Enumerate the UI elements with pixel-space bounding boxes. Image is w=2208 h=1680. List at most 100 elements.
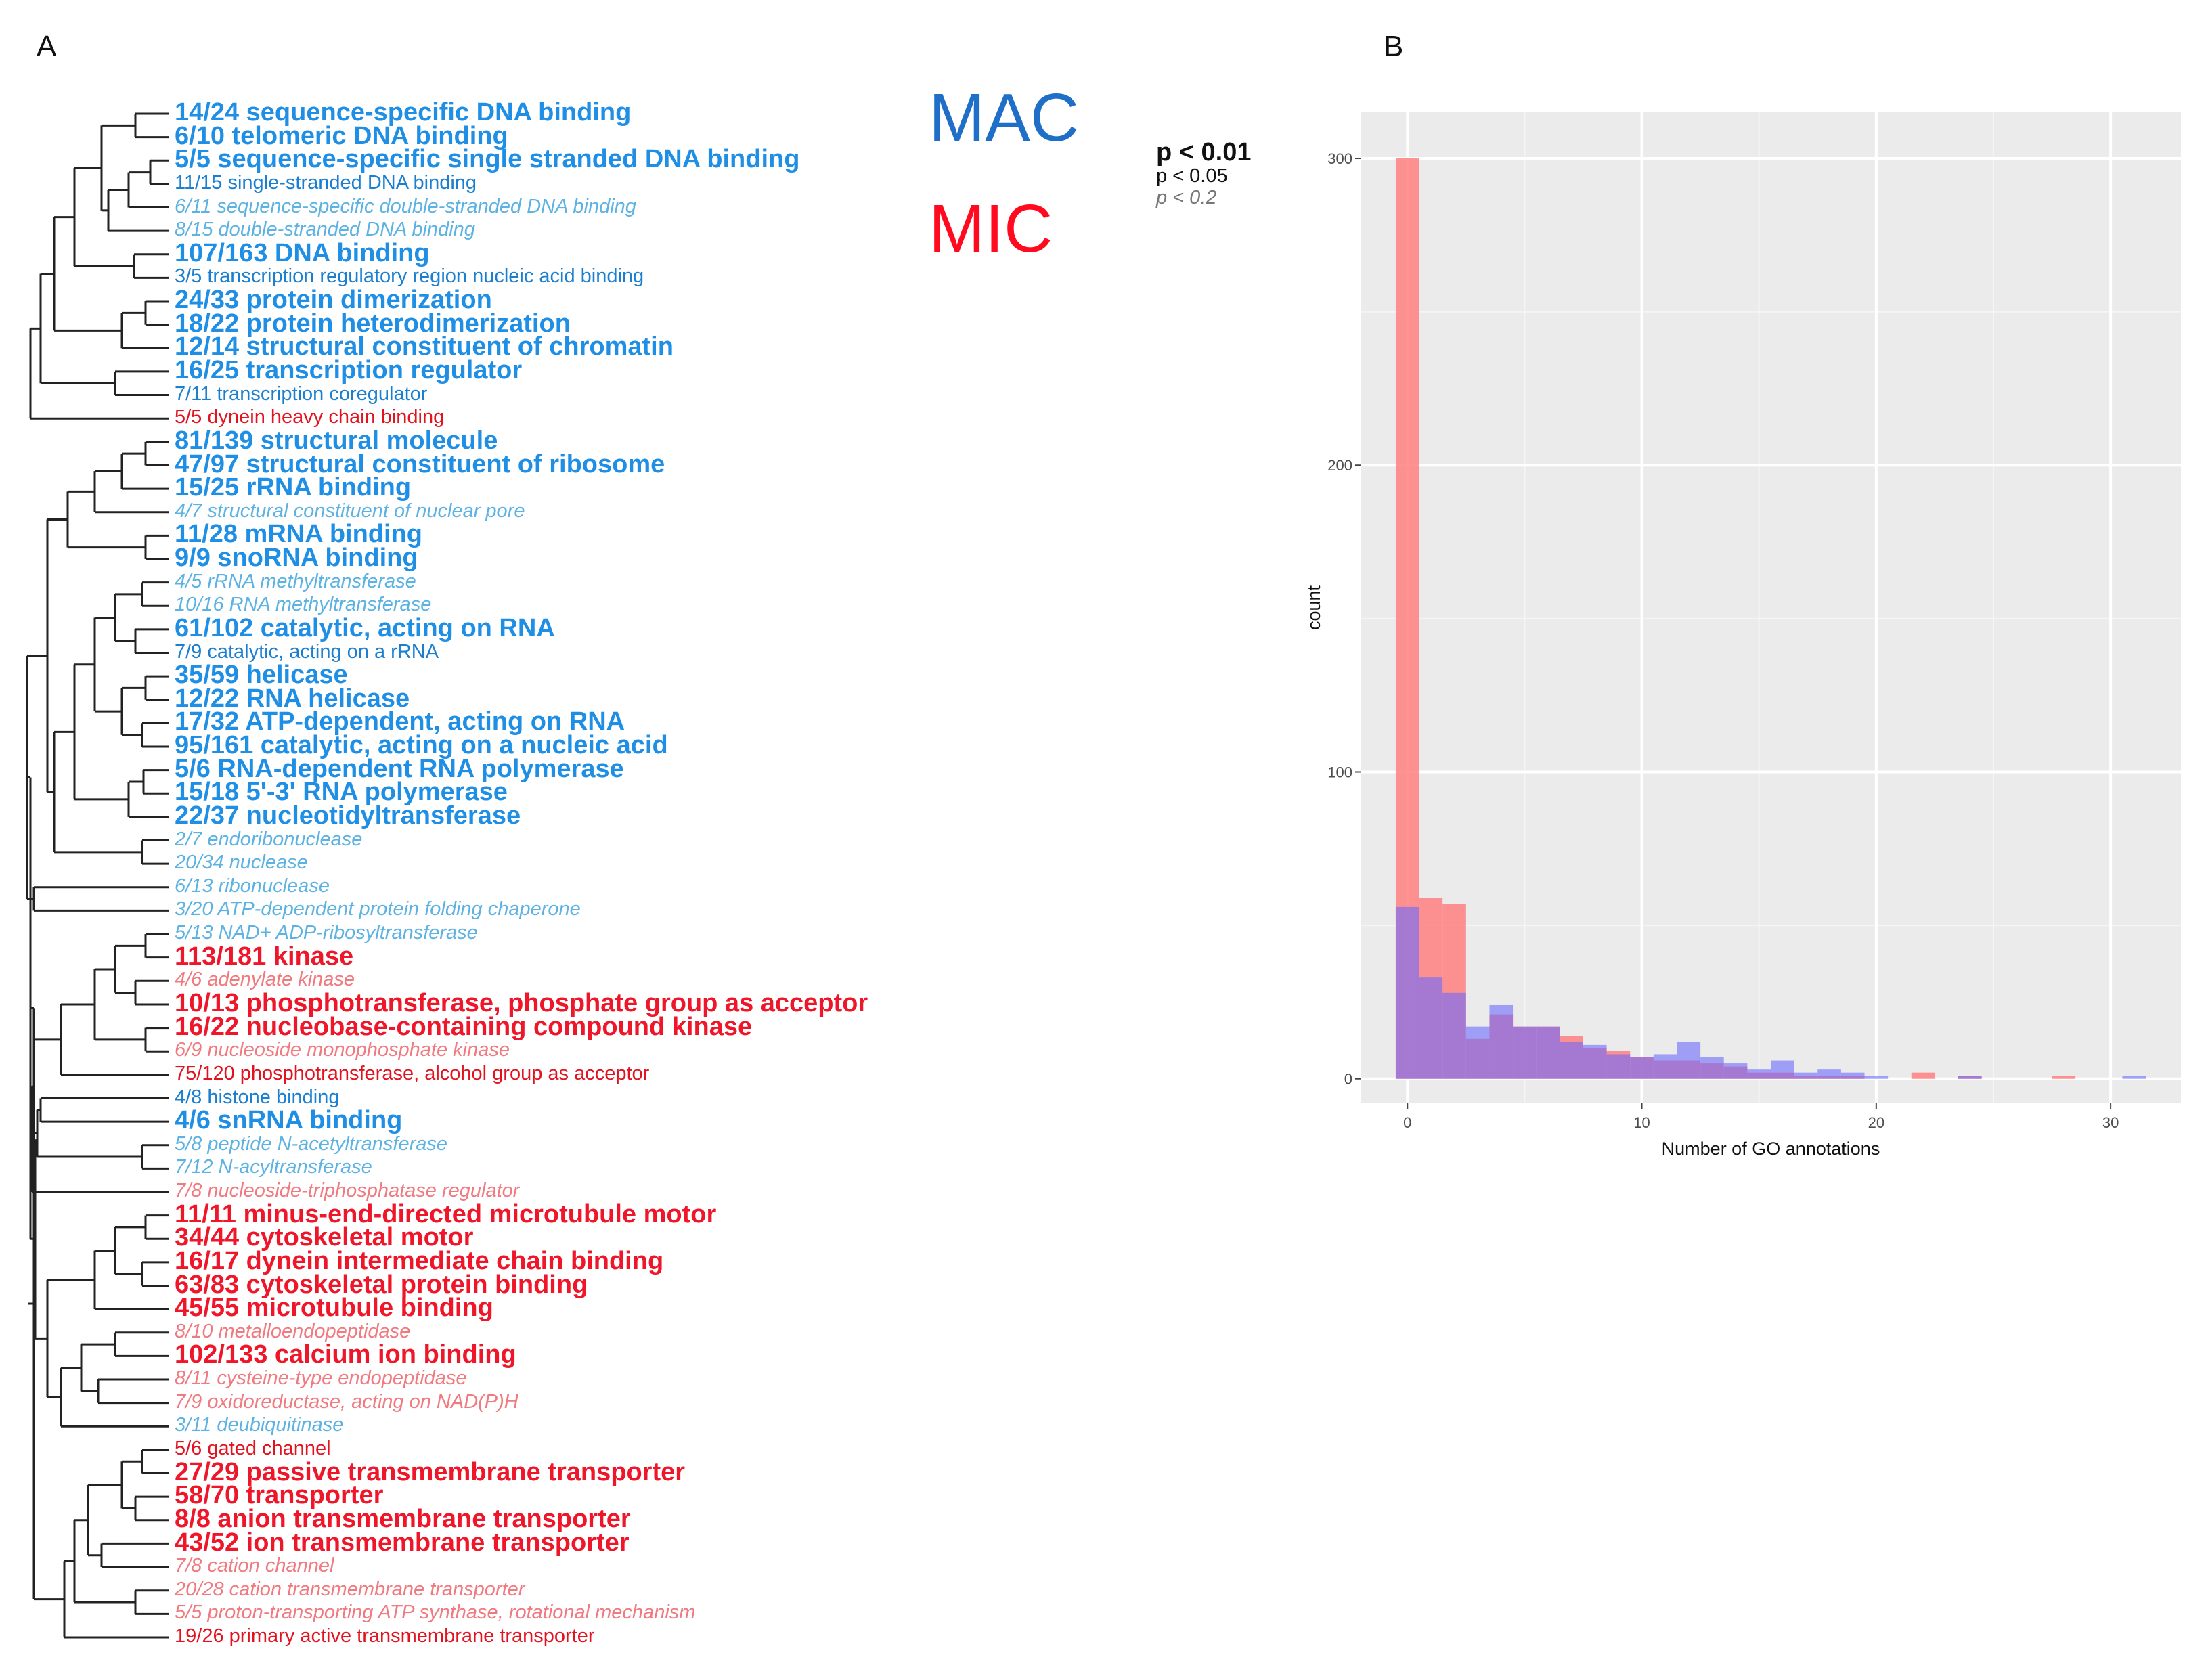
histogram-bar-mac bbox=[2122, 1076, 2146, 1079]
legend-mic: MIC bbox=[929, 191, 1053, 267]
x-tick-label: 20 bbox=[1868, 1114, 1884, 1131]
go-term: 16/22 nucleobase-containing compound kin… bbox=[175, 1012, 753, 1041]
go-term: 3/20 ATP-dependent protein folding chape… bbox=[175, 898, 581, 921]
go-term: 7/9 oxidoreductase, acting on NAD(P)H bbox=[175, 1390, 518, 1413]
go-term: 19/26 primary active transmembrane trans… bbox=[175, 1625, 595, 1647]
go-term: 5/5 sequence-specific single stranded DN… bbox=[175, 145, 800, 174]
go-term: 3/5 transcription regulatory region nucl… bbox=[175, 265, 644, 288]
histogram-bar-mac bbox=[1700, 1057, 1724, 1079]
go-term: 12/22 RNA helicase bbox=[175, 684, 410, 713]
y-axis-label: count bbox=[1304, 585, 1324, 630]
go-term: 16/17 dynein intermediate chain binding bbox=[175, 1246, 664, 1275]
go-term: 20/34 nuclease bbox=[175, 852, 308, 874]
y-tick-label: 0 bbox=[1344, 1071, 1352, 1088]
histogram-bar-mac bbox=[1864, 1076, 1889, 1079]
go-term: 6/13 ribonuclease bbox=[175, 875, 330, 897]
dendrogram bbox=[26, 112, 169, 1639]
go-term: 14/24 sequence-specific DNA binding bbox=[175, 98, 632, 127]
go-term: 15/18 5'-3' RNA polymerase bbox=[175, 778, 508, 807]
histogram-bar-mac bbox=[1560, 1042, 1583, 1079]
go-term: 5/6 RNA-dependent RNA polymerase bbox=[175, 754, 624, 783]
go-term: 45/55 microtubule binding bbox=[175, 1294, 493, 1323]
go-term: 7/8 nucleoside-triphosphatase regulator bbox=[175, 1180, 520, 1202]
histogram-bar-mac bbox=[1606, 1054, 1631, 1079]
legend-p001: p < 0.01 bbox=[1156, 138, 1252, 167]
go-term: 8/10 metalloendopeptidase bbox=[175, 1320, 411, 1342]
go-term: 47/97 structural constituent of ribosome bbox=[175, 449, 665, 479]
go-term: 43/52 ion transmembrane transporter bbox=[175, 1528, 630, 1557]
go-term: 6/9 nucleoside monophosphate kinase bbox=[175, 1039, 510, 1061]
histogram-bar-mac bbox=[1653, 1054, 1677, 1079]
go-term: 5/5 proton-transporting ATP synthase, ro… bbox=[175, 1601, 696, 1624]
go-term: 81/139 structural molecule bbox=[175, 426, 498, 455]
go-term: 75/120 phosphotransferase, alcohol group… bbox=[175, 1062, 650, 1084]
histogram-bar-mac bbox=[1536, 1026, 1560, 1079]
go-term: 107/163 DNA binding bbox=[175, 238, 430, 267]
go-term: 7/12 N-acyltransferase bbox=[175, 1156, 372, 1178]
x-axis-label: Number of GO annotations bbox=[1662, 1139, 1880, 1159]
go-term: 2/7 endoribonuclease bbox=[175, 828, 363, 850]
x-tick-label: 0 bbox=[1403, 1114, 1411, 1131]
go-term: 63/83 cytoskeletal protein binding bbox=[175, 1270, 588, 1299]
histogram-bar-mac bbox=[1630, 1057, 1654, 1079]
histogram-bar-mac bbox=[1723, 1063, 1748, 1079]
go-term: 61/102 catalytic, acting on RNA bbox=[175, 613, 555, 642]
go-term: 8/15 double-stranded DNA binding bbox=[175, 219, 475, 241]
histogram-bar-mac bbox=[1958, 1076, 1982, 1079]
histogram-bar-mac bbox=[1794, 1072, 1818, 1079]
histogram-bar-mac bbox=[1419, 977, 1443, 1079]
go-term: 22/37 nucleotidyltransferase bbox=[175, 801, 521, 830]
go-term: 10/13 phosphotransferase, phosphate grou… bbox=[175, 989, 868, 1018]
legend-p02: p < 0.2 bbox=[1156, 187, 1217, 208]
go-term: 4/5 rRNA methyltransferase bbox=[175, 570, 416, 592]
histogram-bar-mac bbox=[1747, 1069, 1771, 1079]
go-term: 5/13 NAD+ ADP-ribosyltransferase bbox=[175, 922, 478, 944]
go-term: 20/28 cation transmembrane transporter bbox=[175, 1578, 525, 1600]
go-term: 7/8 cation channel bbox=[175, 1555, 334, 1577]
histogram-bar-mac bbox=[1583, 1044, 1607, 1079]
go-term: 11/28 mRNA binding bbox=[175, 520, 422, 549]
x-tick-label: 30 bbox=[2102, 1114, 2119, 1131]
histogram-bar-mac bbox=[1513, 1026, 1537, 1079]
histogram-chart: 0 100 200 300 0 10 20 30 Number of GO annotation… bbox=[1304, 112, 2181, 1159]
go-term: 34/44 cytoskeletal motor bbox=[175, 1223, 474, 1252]
histogram-bar-mac bbox=[1817, 1069, 1841, 1079]
go-term: 9/9 snoRNA binding bbox=[175, 544, 418, 573]
histogram-bar-mac bbox=[1442, 992, 1466, 1079]
histogram-bar-mac bbox=[1840, 1072, 1865, 1079]
go-term: 4/6 adenylate kinase bbox=[175, 969, 355, 991]
go-term: 11/15 single-stranded DNA binding bbox=[175, 171, 477, 194]
go-term: 15/25 rRNA binding bbox=[175, 473, 412, 502]
legend-mac: MAC bbox=[929, 80, 1080, 156]
histogram-bar-mic bbox=[1911, 1072, 1935, 1079]
plot-panel bbox=[1361, 112, 2181, 1103]
histogram-bar-mac bbox=[1489, 1004, 1514, 1079]
go-term: 6/11 sequence-specific double-stranded D… bbox=[175, 195, 636, 217]
go-term: 11/11 minus-end-directed microtubule mot… bbox=[175, 1199, 717, 1229]
go-term: 6/10 telomeric DNA binding bbox=[175, 121, 508, 150]
histogram-bar-mac bbox=[1771, 1060, 1794, 1079]
legend-p005: p < 0.05 bbox=[1156, 165, 1228, 187]
y-tick-label: 300 bbox=[1327, 150, 1352, 167]
go-term: 5/5 dynein heavy chain binding bbox=[175, 406, 445, 428]
go-term: 4/7 structural constituent of nuclear po… bbox=[175, 500, 525, 522]
histogram-bar-mac bbox=[1465, 1026, 1490, 1079]
go-term: 95/161 catalytic, acting on a nucleic ac… bbox=[175, 731, 668, 760]
panel-b-label: B bbox=[1384, 30, 1404, 63]
go-term: 24/33 protein dimerization bbox=[175, 286, 492, 315]
histogram-bar-mac bbox=[1677, 1042, 1701, 1079]
go-term: 7/11 transcription coregulator bbox=[175, 382, 428, 405]
go-term: 8/11 cysteine-type endopeptidase bbox=[175, 1367, 467, 1390]
go-term: 5/6 gated channel bbox=[175, 1437, 331, 1459]
go-term: 7/9 catalytic, acting on a rRNA bbox=[175, 640, 439, 663]
go-term: 3/11 deubiquitinase bbox=[175, 1414, 344, 1436]
y-tick-label: 100 bbox=[1327, 764, 1352, 780]
panel-a-label: A bbox=[37, 30, 57, 63]
y-tick-label: 200 bbox=[1327, 457, 1352, 474]
go-term: 102/133 calcium ion binding bbox=[175, 1340, 516, 1369]
go-term: 113/181 kinase bbox=[175, 942, 354, 971]
go-term: 5/8 peptide N-acetyltransferase bbox=[175, 1132, 447, 1155]
histogram-bar-mic bbox=[2052, 1076, 2076, 1079]
go-term: 58/70 transporter bbox=[175, 1481, 384, 1510]
go-term: 27/29 passive transmembrane transporter bbox=[175, 1457, 686, 1486]
